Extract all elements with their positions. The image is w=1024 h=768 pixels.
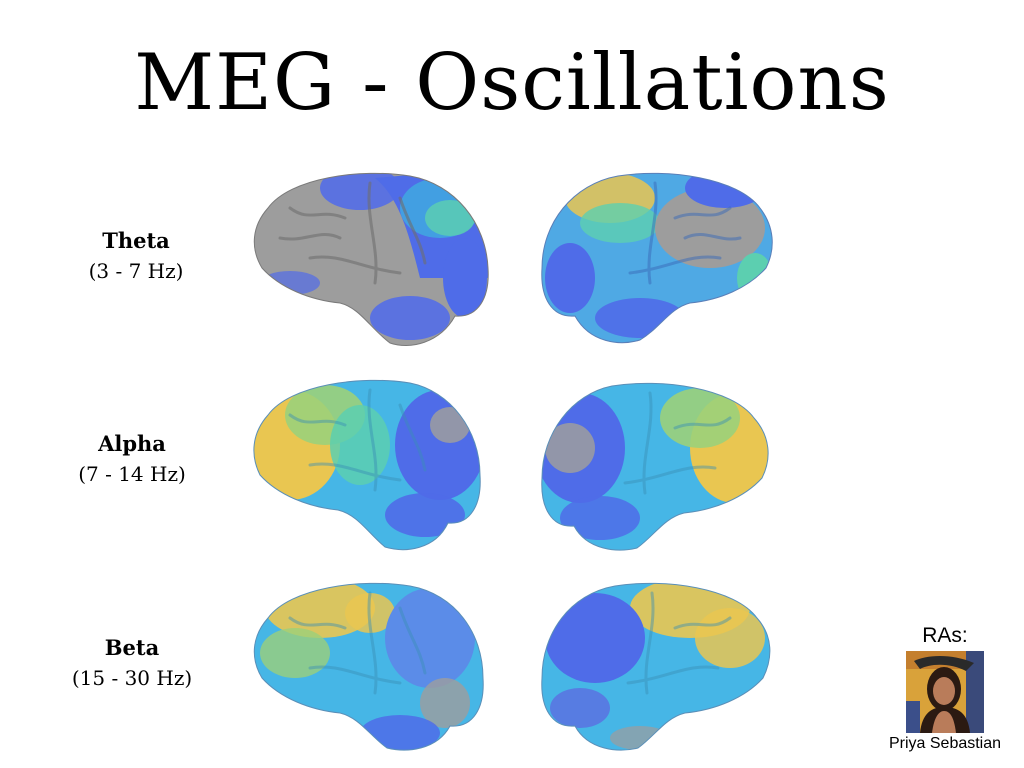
brain-theta-left-hemisphere	[253, 172, 489, 346]
brain-alpha-left-hemisphere	[253, 379, 481, 551]
ras-heading: RAs:	[922, 624, 968, 647]
band-range: (7 - 14 Hz)	[78, 462, 186, 486]
ra-photo	[906, 651, 984, 733]
brain-theta-right-hemisphere	[541, 172, 773, 344]
brain-beta-right-hemisphere	[541, 582, 771, 751]
band-label-theta: Theta (3 - 7 Hz)	[66, 226, 206, 286]
band-label-beta: Beta (15 - 30 Hz)	[62, 633, 202, 693]
band-name: Beta	[104, 635, 160, 660]
band-name: Alpha	[98, 431, 166, 456]
band-label-alpha: Alpha (7 - 14 Hz)	[62, 429, 202, 489]
band-range: (15 - 30 Hz)	[71, 666, 193, 690]
band-name: Theta	[102, 228, 170, 253]
brain-beta-left-hemisphere	[253, 582, 484, 751]
band-range: (3 - 7 Hz)	[88, 259, 184, 283]
brain-alpha-right-hemisphere	[541, 382, 769, 551]
ra-name: Priya Sebastian	[888, 735, 1002, 752]
slide-title: MEG - Oscillations	[134, 38, 890, 128]
ra-portrait-image	[906, 651, 984, 733]
